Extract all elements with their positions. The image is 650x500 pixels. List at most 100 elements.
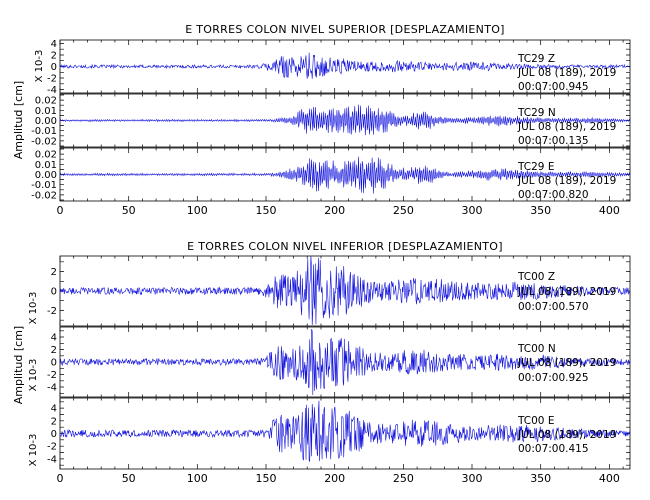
panel-ticks	[59, 398, 630, 469]
y-tick-labels: 4 2 0 -2 -4	[47, 404, 57, 466]
x-tick-label: 150	[256, 472, 277, 485]
station-label: TC29 E	[517, 161, 554, 173]
y-tick-label: 0.00	[35, 116, 57, 127]
y-tick-label: 2	[51, 416, 57, 427]
y-tick-label: 0	[51, 62, 57, 73]
y-tick-label: 0.02	[35, 150, 57, 161]
trace-panel-lower-n: 4 2 0 -2 -4 X 10-3 TC00 N JUL 08 (189), …	[28, 326, 631, 398]
x-tick-label: 250	[393, 204, 414, 217]
y-tick-label: -2	[47, 442, 57, 453]
y-tick-label: 2	[51, 345, 57, 356]
y-tick-label: -0.02	[31, 136, 57, 147]
x-tick-label: 200	[324, 472, 345, 485]
x-tick-label: 0	[57, 472, 64, 485]
tick-marks	[59, 40, 630, 93]
x-tick-label: 400	[599, 472, 620, 485]
y-tick-label: 2	[51, 50, 57, 61]
waveform-trace-tc00-z	[60, 256, 630, 326]
time-label: 00:07:00.135	[518, 135, 589, 147]
y-tick-label: -4	[47, 383, 57, 394]
y-tick-labels: 2 0 -2	[47, 267, 57, 317]
x-tick-label: 100	[187, 204, 208, 217]
scale-factor-label: X 10-3	[28, 434, 39, 467]
waveform-trace-tc29-z	[60, 52, 630, 79]
time-label: 00:07:00.570	[518, 301, 589, 313]
y-axis-label-lower: Amplitud [cm]	[12, 326, 25, 404]
scale-factor-label: X 10-3	[34, 50, 45, 83]
y-tick-label: 0	[51, 429, 57, 440]
x-tick-label: 300	[462, 204, 483, 217]
tick-marks	[59, 327, 630, 397]
date-label: JUL 08 (189), 2019	[517, 429, 616, 441]
time-label: 00:07:00.820	[518, 189, 589, 201]
tick-marks	[59, 256, 630, 326]
y-tick-label: -4	[47, 85, 57, 96]
chart-title-lower: E TORRES COLON NIVEL INFERIOR [DESPLAZAM…	[187, 240, 503, 253]
y-tick-label: -2	[47, 370, 57, 381]
trace-panel-lower-e: 4 2 0 -2 -4 X 10-3 TC00 E JUL 08 (189), …	[28, 397, 631, 470]
y-tick-label: 0.01	[35, 106, 57, 117]
y-tick-labels: 4 2 0 -2 -4	[47, 333, 57, 394]
x-tick-label: 0	[57, 204, 64, 217]
tick-marks	[59, 398, 630, 469]
date-label: JUL 08 (189), 2019	[517, 67, 616, 79]
x-tick-labels-upper: 0 50 100 150 200 250 300 350 400	[57, 204, 620, 217]
trace-panel-lower-z: 2 0 -2 X 10-3 TC00 Z JUL 08 (189), 2019 …	[28, 255, 631, 327]
trace-panel-upper-z: 4 2 0 -2 -4 X 10-3 TC29 Z JUL 08 (189), …	[34, 39, 631, 96]
waveform-trace-tc00-n	[60, 329, 630, 396]
x-tick-label: 150	[256, 204, 277, 217]
y-tick-labels: 0.02 0.01 0.00 -0.01 -0.02	[31, 150, 57, 202]
time-label: 00:07:00.415	[518, 443, 589, 455]
station-label: TC29 N	[517, 107, 556, 119]
y-tick-label: 0.01	[35, 160, 57, 171]
y-tick-label: -2	[47, 306, 57, 317]
waveform-trace-tc29-n	[60, 104, 630, 136]
chart-upper: E TORRES COLON NIVEL SUPERIOR [DESPLAZAM…	[12, 23, 631, 217]
waveform-trace-tc29-e	[60, 156, 630, 194]
station-label: TC00 E	[517, 415, 554, 427]
trace-annotation: TC00 N JUL 08 (189), 2019 00:07:00.925	[517, 343, 616, 384]
x-tick-label: 350	[530, 204, 551, 217]
y-tick-label: -0.02	[31, 190, 57, 201]
y-tick-label: -4	[47, 454, 57, 465]
station-label: TC29 Z	[517, 53, 555, 65]
x-tick-label: 50	[122, 204, 136, 217]
x-tick-label: 100	[187, 472, 208, 485]
x-tick-label: 250	[393, 472, 414, 485]
panel-ticks	[59, 256, 630, 326]
y-tick-label: -0.01	[31, 180, 57, 191]
y-tick-label: 0.00	[35, 170, 57, 181]
time-label: 00:07:00.925	[518, 372, 589, 384]
y-tick-label: 4	[51, 333, 57, 344]
date-label: JUL 08 (189), 2019	[517, 286, 616, 298]
y-tick-label: 0	[51, 287, 57, 298]
y-axis-label-upper: Amplitud [cm]	[12, 81, 25, 159]
trace-annotation: TC00 E JUL 08 (189), 2019 00:07:00.415	[517, 415, 616, 455]
y-tick-label: -0.01	[31, 126, 57, 137]
trace-panel-upper-n: 0.02 0.01 0.00 -0.01 -0.02 TC29 N JUL 08…	[31, 93, 631, 148]
chart-lower: E TORRES COLON NIVEL INFERIOR [DESPLAZAM…	[12, 240, 631, 485]
scale-factor-label: X 10-3	[28, 359, 39, 392]
x-tick-label: 300	[462, 472, 483, 485]
trace-panel-upper-e: 0.02 0.01 0.00 -0.01 -0.02 TC29 E JUL 08…	[31, 147, 631, 202]
trace-annotation: TC29 E JUL 08 (189), 2019 00:07:00.820	[517, 161, 616, 201]
trace-annotation: TC29 N JUL 08 (189), 2019 00:07:00.135	[517, 107, 616, 147]
panel-ticks	[59, 40, 630, 93]
trace-annotation: TC29 Z JUL 08 (189), 2019 00:07:00.945	[517, 53, 616, 93]
y-tick-label: 2	[51, 267, 57, 278]
date-label: JUL 08 (189), 2019	[517, 175, 616, 187]
x-tick-label: 350	[530, 472, 551, 485]
date-label: JUL 08 (189), 2019	[517, 357, 616, 369]
x-tick-label: 400	[599, 204, 620, 217]
y-tick-label: 0	[51, 358, 57, 369]
chart-title-upper: E TORRES COLON NIVEL SUPERIOR [DESPLAZAM…	[185, 23, 505, 36]
y-tick-label: 4	[51, 404, 57, 415]
scale-factor-label: X 10-3	[28, 292, 39, 325]
y-tick-label: -2	[47, 74, 57, 85]
y-tick-label: 0.02	[35, 96, 57, 107]
station-label: TC00 N	[517, 343, 556, 355]
y-tick-labels: 4 2 0 -2 -4	[47, 39, 57, 96]
trace-annotation: TC00 Z JUL 08 (189), 2019 00:07:00.570	[517, 271, 616, 313]
x-tick-label: 200	[324, 204, 345, 217]
